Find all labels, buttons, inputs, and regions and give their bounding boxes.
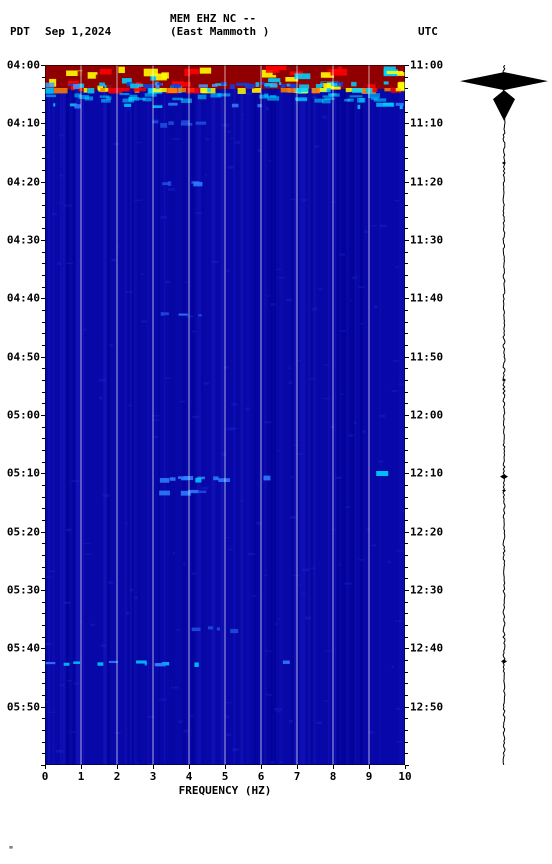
x-tick: 10 [395, 770, 415, 783]
x-tick: 1 [71, 770, 91, 783]
y-tick-right: 11:20 [410, 175, 450, 188]
y-tick-left: 04:30 [0, 234, 40, 247]
tz-left-label: PDT [10, 25, 30, 38]
y-tick-right: 11:50 [410, 350, 450, 363]
station-label: MEM EHZ NC -- [170, 12, 256, 25]
x-tick: 0 [35, 770, 55, 783]
y-tick-left: 04:00 [0, 59, 40, 72]
date-label: Sep 1,2024 [45, 25, 111, 38]
y-tick-left: 04:10 [0, 117, 40, 130]
tz-right-label: UTC [418, 25, 438, 38]
waveform-canvas [460, 65, 548, 765]
y-tick-left: 05:30 [0, 584, 40, 597]
y-tick-right: 12:20 [410, 525, 450, 538]
x-tick: 2 [107, 770, 127, 783]
x-tick: 9 [359, 770, 379, 783]
y-tick-right: 11:30 [410, 234, 450, 247]
y-tick-left: 04:20 [0, 175, 40, 188]
x-tick: 6 [251, 770, 271, 783]
y-tick-left: 05:10 [0, 467, 40, 480]
spectrogram-plot: FREQUENCY (HZ) 04:0011:0004:1011:1004:20… [45, 65, 405, 765]
y-tick-left: 04:40 [0, 292, 40, 305]
y-tick-right: 11:10 [410, 117, 450, 130]
footer-mark: " [8, 845, 14, 856]
y-tick-left: 05:50 [0, 700, 40, 713]
x-tick: 8 [323, 770, 343, 783]
y-tick-left: 05:40 [0, 642, 40, 655]
header: PDT Sep 1,2024 MEM EHZ NC -- (East Mammo… [0, 10, 552, 50]
y-tick-left: 04:50 [0, 350, 40, 363]
y-tick-right: 12:50 [410, 700, 450, 713]
x-tick: 5 [215, 770, 235, 783]
waveform-plot [460, 65, 548, 765]
y-tick-right: 11:40 [410, 292, 450, 305]
y-tick-right: 12:10 [410, 467, 450, 480]
y-tick-right: 12:00 [410, 409, 450, 422]
x-tick: 4 [179, 770, 199, 783]
y-tick-right: 11:00 [410, 59, 450, 72]
spectrogram-canvas [45, 65, 405, 765]
y-tick-left: 05:20 [0, 525, 40, 538]
x-tick: 3 [143, 770, 163, 783]
y-tick-left: 05:00 [0, 409, 40, 422]
location-label: (East Mammoth ) [170, 25, 269, 38]
x-tick: 7 [287, 770, 307, 783]
x-axis-label: FREQUENCY (HZ) [179, 784, 272, 797]
y-tick-right: 12:30 [410, 584, 450, 597]
y-tick-right: 12:40 [410, 642, 450, 655]
